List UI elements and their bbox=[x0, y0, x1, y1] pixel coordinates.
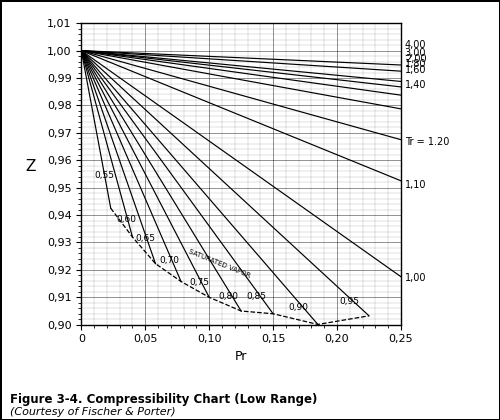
Text: Figure 3-4. Compressibility Chart (Low Range): Figure 3-4. Compressibility Chart (Low R… bbox=[10, 393, 318, 406]
Y-axis label: Z: Z bbox=[25, 159, 35, 174]
Text: 1,00: 1,00 bbox=[405, 273, 426, 283]
Text: 0,75: 0,75 bbox=[189, 278, 209, 287]
Text: 0,95: 0,95 bbox=[340, 297, 360, 306]
Text: 1,10: 1,10 bbox=[405, 180, 426, 190]
Text: 0,65: 0,65 bbox=[136, 234, 156, 243]
Text: 3,00: 3,00 bbox=[405, 48, 426, 58]
Text: SATURATED VAPOR: SATURATED VAPOR bbox=[188, 248, 251, 279]
Text: 0,60: 0,60 bbox=[116, 215, 136, 224]
Text: 0,90: 0,90 bbox=[288, 303, 308, 312]
Text: 1,60: 1,60 bbox=[405, 66, 426, 75]
Text: 0,80: 0,80 bbox=[218, 292, 238, 301]
Text: (Courtesy of Fischer & Porter): (Courtesy of Fischer & Porter) bbox=[10, 407, 175, 417]
Text: 0,70: 0,70 bbox=[160, 256, 180, 265]
Text: 4,00: 4,00 bbox=[405, 40, 426, 50]
Text: 1,40: 1,40 bbox=[405, 80, 426, 90]
Text: 0,55: 0,55 bbox=[94, 171, 114, 180]
Text: 1,80: 1,80 bbox=[405, 59, 426, 69]
Text: 2,00: 2,00 bbox=[405, 54, 426, 64]
Text: 0,85: 0,85 bbox=[246, 292, 266, 301]
Text: Tr = 1.20: Tr = 1.20 bbox=[405, 137, 449, 147]
X-axis label: Pr: Pr bbox=[235, 350, 248, 363]
